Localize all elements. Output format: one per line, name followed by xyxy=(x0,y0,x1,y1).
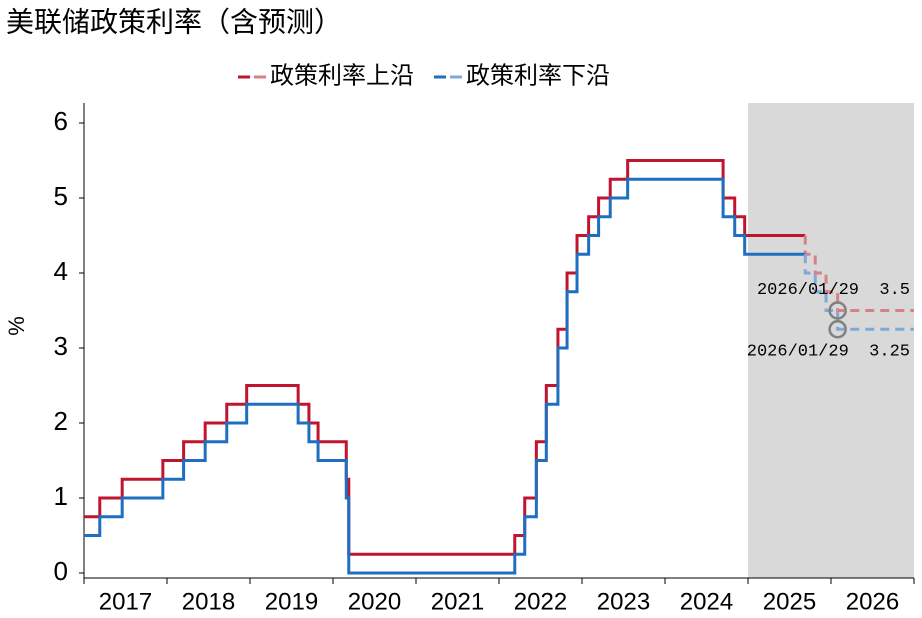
chart-title: 美联储政策利率（含预测） xyxy=(6,6,342,39)
annotation-text: 2026/01/29 3.5 xyxy=(757,281,910,300)
y-tick-label: 0 xyxy=(54,556,68,586)
x-tick-label: 2026 xyxy=(846,588,899,615)
annotation-text: 2026/01/29 3.25 xyxy=(747,343,910,362)
rate-line xyxy=(84,177,806,575)
x-tick-label: 2018 xyxy=(182,588,235,615)
x-tick-label: 2023 xyxy=(597,588,650,615)
y-axis-label: % xyxy=(4,316,29,336)
y-tick-label: 1 xyxy=(54,481,68,511)
y-tick-label: 3 xyxy=(54,331,68,361)
x-tick-label: 2025 xyxy=(763,588,816,615)
annotation-marker xyxy=(828,320,847,339)
y-tick-label: 6 xyxy=(54,106,68,136)
y-tick-label: 2 xyxy=(54,406,68,436)
legend-label: 政策利率上沿 xyxy=(270,62,414,90)
annotation-marker xyxy=(828,301,847,320)
x-tick-label: 2019 xyxy=(265,588,318,615)
x-tick-label: 2022 xyxy=(514,588,567,615)
y-tick-label: 5 xyxy=(54,181,68,211)
y-tick-label: 4 xyxy=(54,256,68,286)
forecast-shade xyxy=(748,103,914,578)
x-tick-label: 2020 xyxy=(348,588,401,615)
legend-label: 政策利率下沿 xyxy=(466,62,610,90)
x-tick-label: 2024 xyxy=(680,588,733,615)
x-tick-label: 2021 xyxy=(431,588,484,615)
forecast-line xyxy=(803,235,914,312)
rate-line xyxy=(84,159,806,556)
forecast-line xyxy=(803,254,914,331)
x-tick-label: 2017 xyxy=(99,588,152,615)
